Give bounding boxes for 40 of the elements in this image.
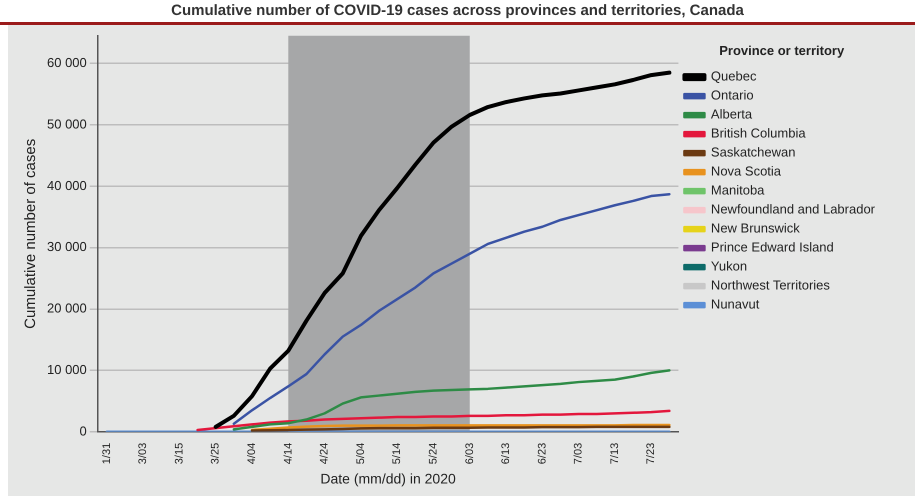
legend-label: Nunavut [710,296,760,312]
legend-label: Quebec [710,68,757,84]
x-tick-label: 7/23 [645,442,658,464]
legend-label: Newfoundland and Labrador [710,202,876,217]
y-tick-label: 20 000 [46,300,87,316]
x-tick-label: 4/24 [318,442,331,464]
y-tick-label: 30 000 [46,239,87,254]
x-tick-label: 3/25 [210,442,222,464]
legend-label: British Columbia [710,126,806,141]
chart-title: Cumulative number of COVID-19 cases across provinces and territories, Canada [0,0,915,25]
x-tick-label: 5/04 [354,442,367,464]
x-axis-title: Date (mm/dd) in 2020 [320,470,456,486]
legend-label: Yukon [710,258,748,274]
x-tick-label: 5/14 [391,442,404,464]
x-tick-label: 3/03 [137,442,150,464]
x-tick-label: 1/31 [100,442,113,464]
y-tick-label: 50 000 [46,116,87,132]
legend-label: Northwest Territories [710,278,830,293]
x-tick-label: 6/13 [500,442,512,464]
y-tick-label: 40 000 [46,178,87,193]
legend-label: Nova Scotia [710,164,782,179]
x-tick-label: 4/14 [282,442,294,464]
x-tick-label: 6/03 [464,442,476,464]
y-axis-title: Cumulative number of cases [22,138,40,329]
x-tick-label: 5/24 [427,442,440,464]
y-tick-label: 10 000 [46,362,87,377]
x-tick-label: 7/13 [608,442,621,464]
legend-label: Prince Edward Island [710,240,834,255]
legend-label: Saskatchewan [710,144,796,160]
x-tick-label: 4/04 [246,442,258,464]
y-tick-label: 60 000 [46,55,87,70]
x-tick-label: 3/15 [173,442,186,464]
legend-label: Manitoba [710,182,766,198]
x-tick-label: 6/23 [536,442,548,464]
x-tick-label: 7/03 [572,442,585,464]
legend-title: Province or territory [719,43,845,58]
legend-label: Ontario [710,88,754,103]
legend-label: New Brunswick [710,220,800,236]
legend-label: Alberta [710,106,753,122]
y-tick-label: 0 [80,423,87,438]
